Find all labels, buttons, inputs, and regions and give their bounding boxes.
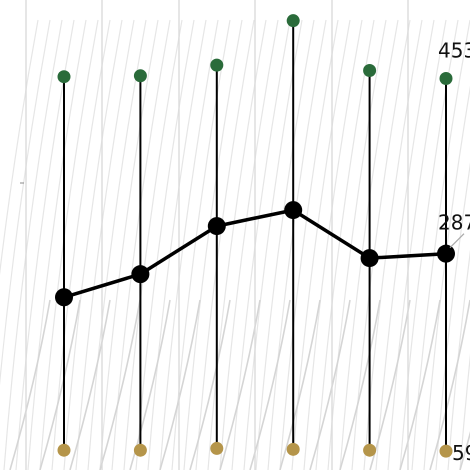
range-whiskers xyxy=(63,20,447,452)
fern-stroke xyxy=(339,299,381,470)
data-label: 59 xyxy=(452,441,470,465)
low-marker xyxy=(57,443,71,457)
fern-stroke xyxy=(15,19,75,470)
low-marker xyxy=(439,444,453,458)
fern-stroke xyxy=(369,299,411,470)
fern-stroke xyxy=(219,19,279,470)
fern-stroke xyxy=(279,299,321,470)
fern-stroke xyxy=(351,19,411,470)
fern-stroke xyxy=(9,299,51,470)
fern-stroke xyxy=(459,353,470,470)
high-marker xyxy=(363,63,377,77)
series-polyline xyxy=(63,208,447,299)
fern-stroke xyxy=(159,19,219,470)
fern-stroke xyxy=(0,19,51,386)
fern-stroke xyxy=(27,19,87,470)
high-marker xyxy=(210,58,224,72)
fern-stroke xyxy=(447,249,470,470)
low-marker xyxy=(133,443,147,457)
fern-stroke xyxy=(171,19,231,470)
grid xyxy=(20,0,409,470)
series-point xyxy=(207,217,226,236)
series-point xyxy=(131,265,150,284)
series-point xyxy=(360,249,379,268)
fern-stroke xyxy=(267,19,327,470)
series-line xyxy=(63,208,447,299)
high-marker xyxy=(439,71,453,85)
fern-stroke xyxy=(123,19,183,470)
data-label: 287 xyxy=(438,211,470,235)
fern-stroke xyxy=(147,19,207,470)
high-marker xyxy=(57,70,71,84)
fern-stroke xyxy=(279,19,339,470)
fern-stroke xyxy=(249,299,291,470)
fern-stroke xyxy=(189,299,231,470)
fern-stroke xyxy=(423,85,470,470)
fern-stroke xyxy=(399,19,459,470)
fern-stroke xyxy=(327,19,387,470)
series-point xyxy=(284,201,303,220)
fern-stroke xyxy=(0,19,39,276)
high-marker xyxy=(133,69,147,83)
fern-stroke xyxy=(3,19,63,470)
fern-stroke xyxy=(159,299,201,470)
background-fern-pattern xyxy=(0,19,470,470)
fern-stroke xyxy=(387,19,447,470)
fern-stroke xyxy=(435,162,470,470)
fern-stroke xyxy=(39,19,99,470)
high-marker xyxy=(286,14,300,28)
fern-stroke xyxy=(69,299,111,470)
fern-stroke xyxy=(195,19,255,470)
fern-stroke xyxy=(63,19,123,470)
fern-stroke xyxy=(75,19,135,470)
fern-stroke xyxy=(459,430,470,470)
fern-stroke xyxy=(219,299,261,470)
data-label: 453 xyxy=(438,38,470,62)
low-marker xyxy=(363,443,377,457)
series-point xyxy=(55,288,73,307)
fern-stroke xyxy=(183,19,243,470)
low-marker xyxy=(210,441,224,455)
markers xyxy=(55,14,455,458)
fern-stroke xyxy=(87,19,147,470)
fern-stroke xyxy=(411,19,470,470)
fern-stroke xyxy=(429,299,470,470)
fern-stroke xyxy=(399,299,441,470)
fern-stroke xyxy=(315,19,375,470)
fern-stroke xyxy=(339,19,399,470)
fern-stroke xyxy=(303,19,363,470)
fern-stroke xyxy=(363,19,423,470)
data-label-leader xyxy=(449,233,465,249)
fern-stroke xyxy=(291,19,351,470)
fern-stroke xyxy=(231,19,291,470)
fern-stroke xyxy=(375,19,435,470)
series-point xyxy=(437,244,455,263)
fern-stroke xyxy=(99,19,159,470)
fern-stroke xyxy=(51,19,111,470)
fern-stroke xyxy=(243,19,303,470)
fern-stroke xyxy=(255,19,315,470)
low-marker xyxy=(286,442,300,456)
fern-stroke xyxy=(99,299,141,470)
fern-stroke xyxy=(309,299,351,470)
data-labels: 453 287 59 xyxy=(438,38,470,465)
